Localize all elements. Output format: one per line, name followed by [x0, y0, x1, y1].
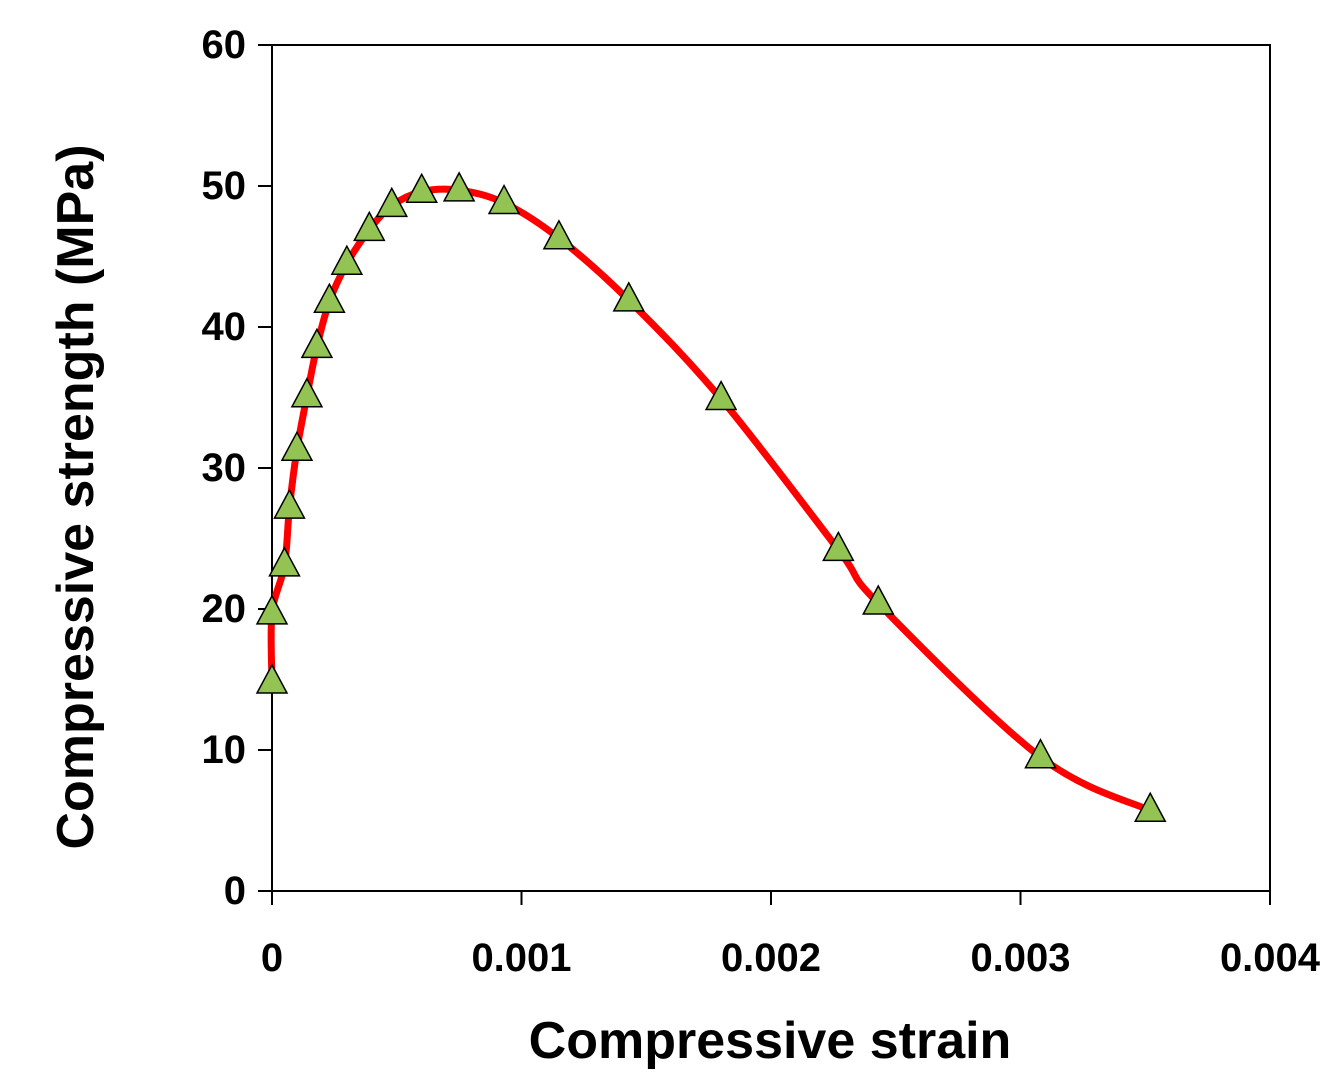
data-point-marker	[330, 244, 364, 275]
y-tick-label: 30	[202, 446, 247, 490]
y-tick-label: 10	[202, 728, 247, 772]
data-point-marker	[862, 584, 895, 615]
data-point-marker	[1133, 791, 1167, 823]
data-point-marker	[268, 546, 301, 577]
y-tick-label: 60	[202, 23, 247, 67]
plot-frame	[271, 44, 1271, 892]
series-layer	[255, 171, 1167, 823]
x-axis-title: Compressive strain	[529, 1012, 1012, 1070]
data-point-marker	[704, 379, 738, 411]
data-point-marker	[255, 663, 289, 694]
data-point-marker	[313, 282, 346, 314]
x-tick-label: 0.003	[970, 936, 1070, 980]
data-point-marker	[300, 327, 334, 359]
data-point-marker	[822, 530, 855, 562]
data-point-marker	[255, 594, 289, 625]
y-tick-label: 0	[224, 869, 246, 913]
data-point-marker	[1024, 738, 1057, 769]
axes	[271, 44, 1271, 892]
x-tick-label: 0.004	[1220, 936, 1321, 980]
y-axis-title-group: Compressive strength (MPa)	[47, 144, 105, 849]
data-point-marker	[487, 183, 521, 215]
y-axis-title: Compressive strength (MPa)	[47, 144, 105, 849]
x-tick-label: 0	[261, 936, 283, 980]
series-line	[267, 185, 1154, 815]
data-point-marker	[290, 377, 324, 408]
y-tick-label: 50	[202, 164, 247, 208]
data-point-marker	[273, 488, 306, 519]
y-ticks: 0 10 20 30 40 50 60	[202, 23, 272, 913]
x-tick-label: 0.002	[721, 936, 821, 980]
y-tick-label: 40	[202, 305, 247, 349]
data-point-marker	[405, 172, 438, 204]
x-ticks: 0 0.001 0.002 0.003 0.004	[261, 891, 1321, 980]
data-point-marker	[542, 219, 576, 250]
x-tick-label: 0.001	[471, 936, 571, 980]
data-point-marker	[612, 281, 646, 312]
y-tick-label: 20	[202, 587, 247, 631]
data-point-marker	[353, 210, 386, 242]
data-point-marker	[280, 430, 314, 462]
data-point-marker	[375, 186, 409, 218]
data-point-marker	[442, 171, 476, 202]
